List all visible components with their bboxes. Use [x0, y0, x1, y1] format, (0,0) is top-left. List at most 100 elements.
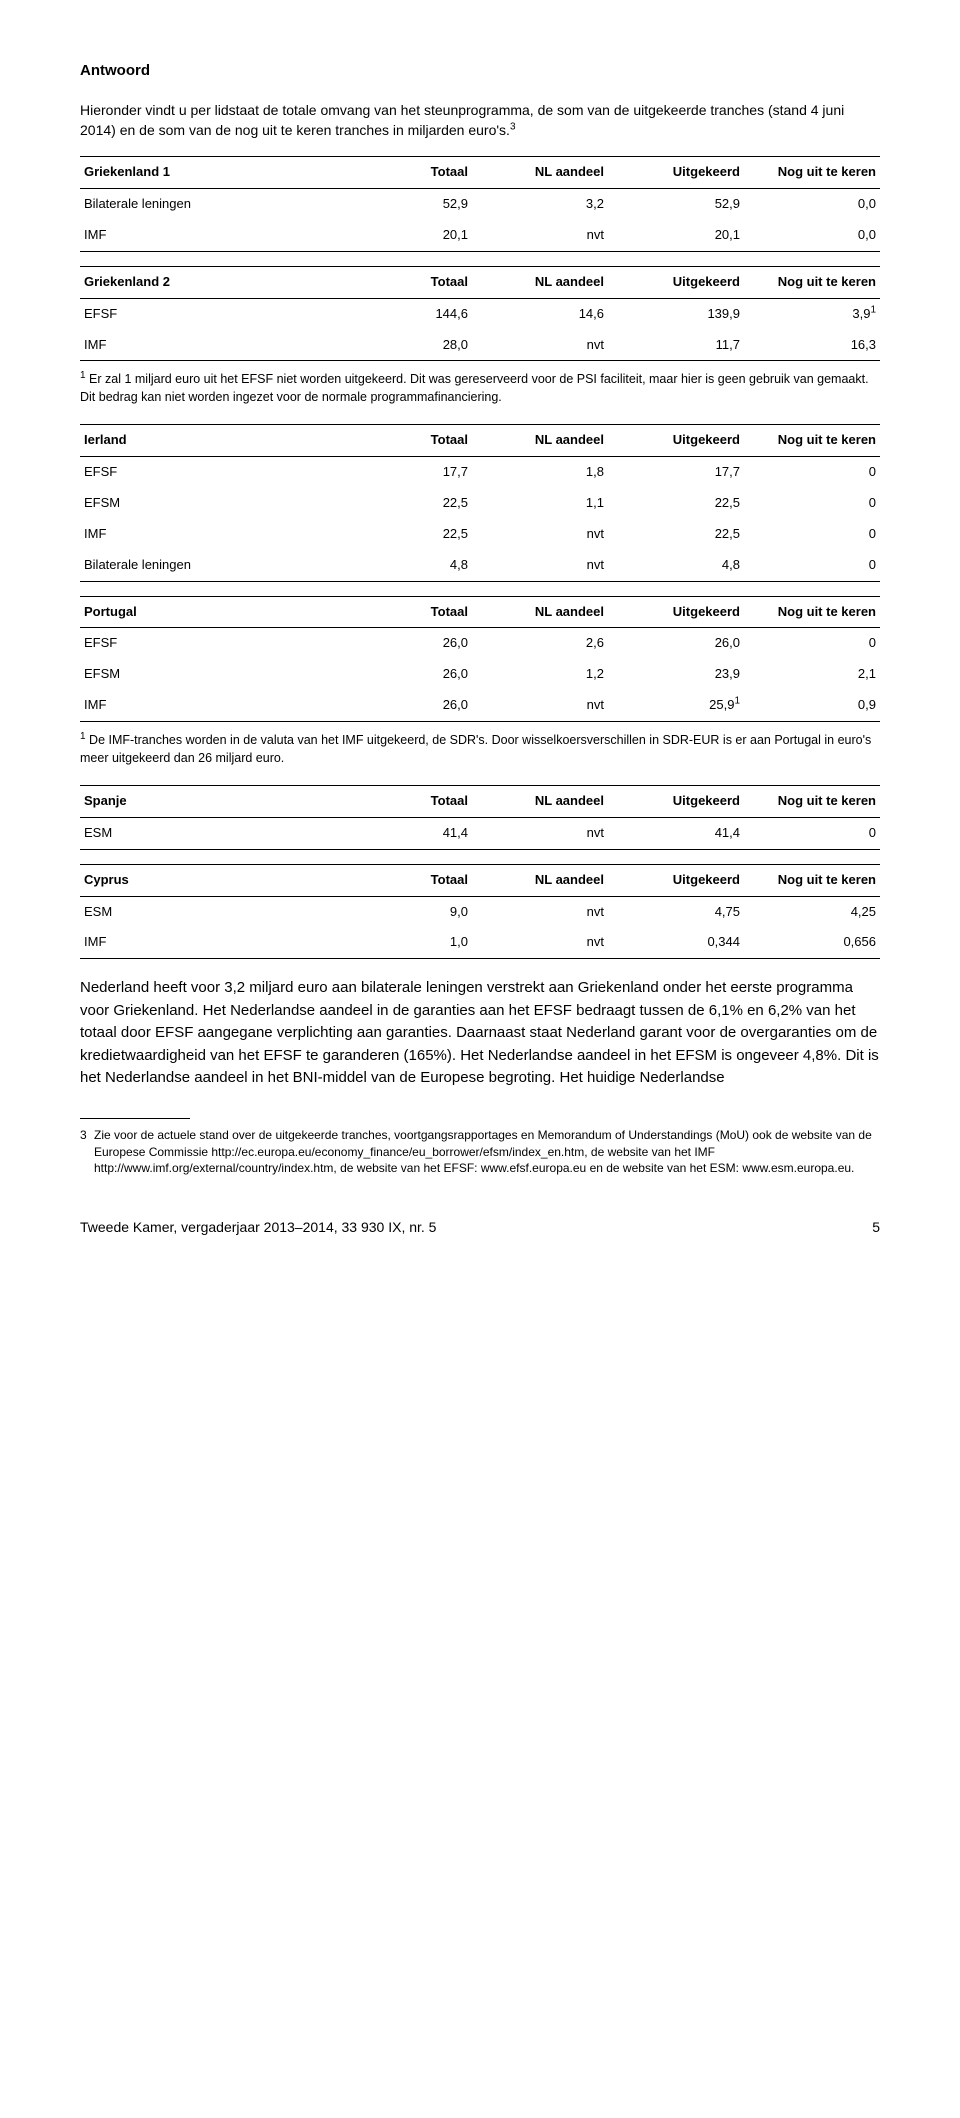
- cell: 0: [744, 817, 880, 849]
- row-label: ESM: [80, 896, 344, 927]
- cell: 0: [744, 457, 880, 488]
- cell: 0: [744, 519, 880, 550]
- footnote-separator: [80, 1118, 190, 1119]
- cell: nvt: [472, 896, 608, 927]
- cell: 0,0: [744, 220, 880, 251]
- answer-heading: Antwoord: [80, 60, 880, 82]
- cell: nvt: [472, 690, 608, 721]
- column-header: NL aandeel: [472, 157, 608, 189]
- column-header: NL aandeel: [472, 266, 608, 298]
- data-table: CyprusTotaalNL aandeelUitgekeerdNog uit …: [80, 864, 880, 960]
- table-row: Bilaterale leningen4,8nvt4,80: [80, 550, 880, 581]
- footnote-number: 3: [80, 1127, 94, 1177]
- cell: 1,1: [472, 488, 608, 519]
- row-label: EFSM: [80, 488, 344, 519]
- data-table: IerlandTotaalNL aandeelUitgekeerdNog uit…: [80, 424, 880, 581]
- table-row: IMF28,0nvt11,716,3: [80, 330, 880, 361]
- cell: 28,0: [344, 330, 472, 361]
- data-table: Griekenland 2TotaalNL aandeelUitgekeerdN…: [80, 266, 880, 362]
- row-label: EFSF: [80, 628, 344, 659]
- footnote: 3 Zie voor de actuele stand over de uitg…: [80, 1127, 880, 1177]
- cell: 23,9: [608, 659, 744, 690]
- table-row: ESM41,4nvt41,40: [80, 817, 880, 849]
- table-footnote: 1 Er zal 1 miljard euro uit het EFSF nie…: [80, 371, 880, 406]
- table-row: EFSF144,614,6139,93,91: [80, 298, 880, 329]
- cell: nvt: [472, 550, 608, 581]
- column-header: Nog uit te keren: [744, 596, 880, 628]
- cell: 22,5: [344, 488, 472, 519]
- cell: 0,344: [608, 927, 744, 958]
- cell: 11,7: [608, 330, 744, 361]
- column-header: Uitgekeerd: [608, 786, 744, 818]
- table-row: IMF20,1nvt20,10,0: [80, 220, 880, 251]
- cell: 22,5: [608, 519, 744, 550]
- cell: 26,0: [608, 628, 744, 659]
- table-row: Bilaterale leningen52,93,252,90,0: [80, 189, 880, 220]
- column-header: Uitgekeerd: [608, 157, 744, 189]
- cell: nvt: [472, 927, 608, 958]
- cell: nvt: [472, 519, 608, 550]
- intro-footnote-ref: 3: [510, 121, 516, 132]
- cell: 1,2: [472, 659, 608, 690]
- column-header: Uitgekeerd: [608, 596, 744, 628]
- cell: 52,9: [344, 189, 472, 220]
- column-header: Totaal: [344, 786, 472, 818]
- row-label: Bilaterale leningen: [80, 189, 344, 220]
- table-row: EFSF17,71,817,70: [80, 457, 880, 488]
- table-title: Ierland: [80, 425, 344, 457]
- cell: 2,1: [744, 659, 880, 690]
- column-header: Nog uit te keren: [744, 266, 880, 298]
- data-table: Griekenland 1TotaalNL aandeelUitgekeerdN…: [80, 156, 880, 252]
- page-footer: Tweede Kamer, vergaderjaar 2013–2014, 33…: [80, 1217, 880, 1237]
- table-row: ESM9,0nvt4,754,25: [80, 896, 880, 927]
- column-header: Totaal: [344, 596, 472, 628]
- body-paragraph: Nederland heeft voor 3,2 miljard euro aa…: [80, 977, 880, 1090]
- cell: 14,6: [472, 298, 608, 329]
- table-row: IMF26,0nvt25,910,9: [80, 690, 880, 721]
- column-header: Totaal: [344, 266, 472, 298]
- intro-paragraph: Hieronder vindt u per lidstaat de totale…: [80, 100, 880, 141]
- cell: 26,0: [344, 659, 472, 690]
- table-row: IMF22,5nvt22,50: [80, 519, 880, 550]
- cell: 0: [744, 628, 880, 659]
- table-title: Griekenland 2: [80, 266, 344, 298]
- cell: 0,0: [744, 189, 880, 220]
- column-header: NL aandeel: [472, 596, 608, 628]
- table-row: EFSF26,02,626,00: [80, 628, 880, 659]
- cell: 9,0: [344, 896, 472, 927]
- footer-page-number: 5: [872, 1217, 880, 1237]
- column-header: NL aandeel: [472, 864, 608, 896]
- table-title: Portugal: [80, 596, 344, 628]
- footer-left: Tweede Kamer, vergaderjaar 2013–2014, 33…: [80, 1217, 436, 1237]
- column-header: NL aandeel: [472, 786, 608, 818]
- row-label: IMF: [80, 690, 344, 721]
- row-label: EFSF: [80, 298, 344, 329]
- cell: nvt: [472, 220, 608, 251]
- row-label: IMF: [80, 519, 344, 550]
- column-header: Nog uit te keren: [744, 425, 880, 457]
- cell: 2,6: [472, 628, 608, 659]
- cell: 22,5: [344, 519, 472, 550]
- table-title: Cyprus: [80, 864, 344, 896]
- cell: 1,8: [472, 457, 608, 488]
- cell: 4,8: [344, 550, 472, 581]
- table-title: Spanje: [80, 786, 344, 818]
- cell: 52,9: [608, 189, 744, 220]
- column-header: Uitgekeerd: [608, 266, 744, 298]
- row-label: IMF: [80, 330, 344, 361]
- row-label: ESM: [80, 817, 344, 849]
- cell: nvt: [472, 330, 608, 361]
- cell: 4,25: [744, 896, 880, 927]
- cell: 16,3: [744, 330, 880, 361]
- cell: 17,7: [344, 457, 472, 488]
- cell: 3,2: [472, 189, 608, 220]
- data-table: SpanjeTotaalNL aandeelUitgekeerdNog uit …: [80, 785, 880, 850]
- cell: 20,1: [608, 220, 744, 251]
- column-header: Uitgekeerd: [608, 864, 744, 896]
- column-header: Totaal: [344, 864, 472, 896]
- column-header: Uitgekeerd: [608, 425, 744, 457]
- cell: 139,9: [608, 298, 744, 329]
- row-label: EFSF: [80, 457, 344, 488]
- cell: 20,1: [344, 220, 472, 251]
- table-row: EFSM22,51,122,50: [80, 488, 880, 519]
